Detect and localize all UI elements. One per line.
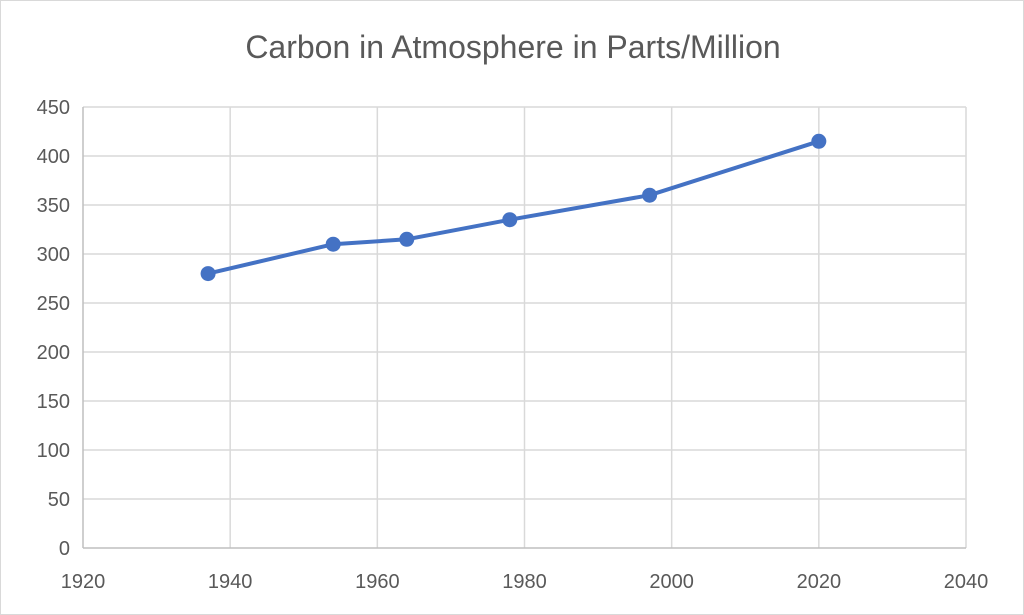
y-tick-label: 300 [37,244,70,266]
axes [82,107,966,549]
tick-labels: 0 50 100 150 200 250 300 350 400 450 1920 1940 1960 1… [37,97,989,593]
y-tick-label: 50 [48,489,70,511]
x-tick-label: 2020 [797,571,842,593]
chart-title: Carbon in Atmosphere in Parts/Million [245,29,781,65]
data-point [399,231,415,247]
series-line [206,139,821,276]
y-tick-label: 350 [37,195,70,217]
x-tick-label: 1980 [502,571,547,593]
x-tick-label: 2040 [944,571,989,593]
data-point [502,212,518,228]
data-point [325,236,341,252]
y-tick-label: 0 [59,538,70,560]
data-point [200,266,216,282]
data-point [642,187,658,203]
x-tick-label: 1960 [355,571,400,593]
gridlines [83,106,967,548]
x-tick-label: 2000 [649,571,694,593]
y-tick-label: 450 [37,97,70,119]
data-point [811,133,827,149]
y-tick-label: 150 [37,391,70,413]
x-tick-label: 1940 [208,571,253,593]
y-tick-label: 250 [37,293,70,315]
x-tick-label: 1920 [61,571,106,593]
series-layer [200,133,827,282]
y-tick-label: 400 [37,146,70,168]
y-tick-label: 100 [37,440,70,462]
y-tick-label: 200 [37,342,70,364]
